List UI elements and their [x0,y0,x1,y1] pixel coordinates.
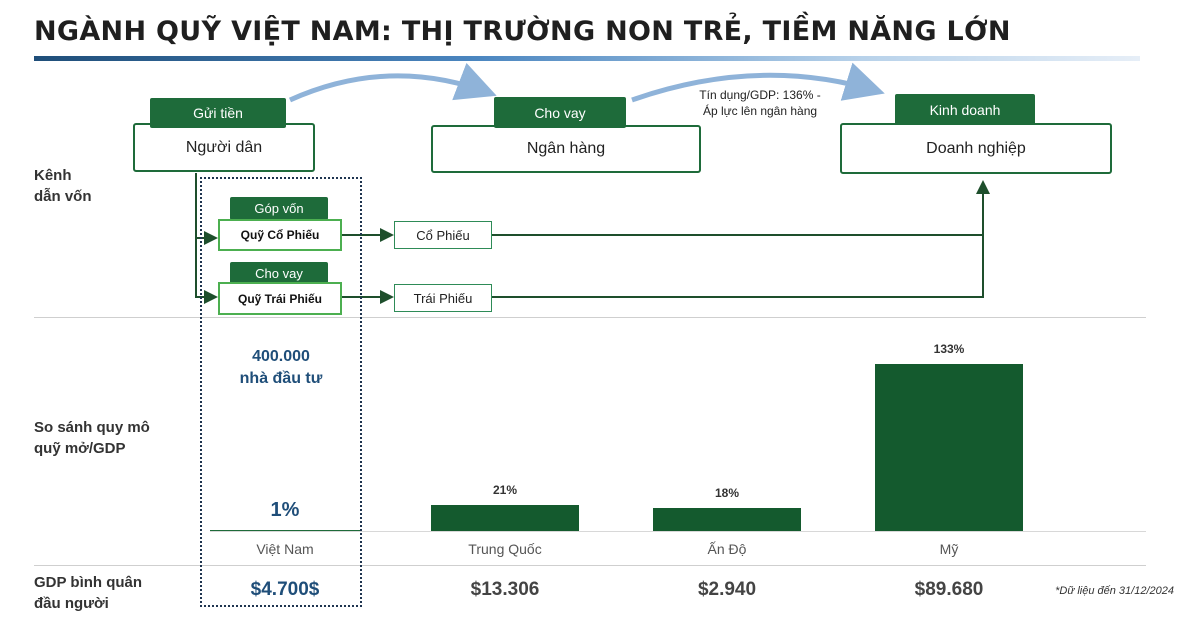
row-label-channels-line-1: Kênh [34,167,72,184]
credit-note-line-2: Áp lực lên ngân hàng [702,104,818,118]
credit-gdp-note: Tín dụng/GDP: 136% - Áp lực lên ngân hàn… [680,87,840,119]
bar-value-label-vietnam: 1% [270,499,300,521]
line-bonds-to-business [491,180,990,298]
arrow-people-to-bank [288,62,497,103]
business-box: Doanh nghiệp [840,123,1112,174]
country-label-china: Trung Quốc [468,541,542,557]
lending-tag: Cho vay [494,97,626,128]
country-label-usa: Mỹ [939,541,959,557]
row-label-comparison-line-1: So sánh quy mô [34,419,150,436]
row-label-comparison-line-2: quỹ mở/GDP [34,440,126,457]
row-label-gdp: GDP bình quân đầu người [34,572,142,614]
page-title: NGÀNH QUỸ VIỆT NAM: THỊ TRƯỜNG NON TRẺ, … [34,16,1011,47]
bank-label: Ngân hàng [526,140,606,157]
bond-lending-tag: Cho vay [230,262,328,285]
vietnam-highlight-frame [200,177,362,607]
credit-note-line-1: Tín dụng/GDP: 136% - [699,88,821,102]
business-tag: Kinh doanh [895,94,1035,125]
row-label-gdp-line-2: đầu người [34,595,109,612]
stocks-box: Cổ Phiếu [394,221,492,249]
gdp-value-india: $2.940 [697,579,757,600]
row-label-channels-line-2: dẫn vốn [34,188,92,205]
bar-india [653,508,801,531]
business-label: Doanh nghiệp [926,139,1026,157]
title-underline [34,56,1140,61]
bar-value-label-china: 21% [492,482,518,497]
line-people-to-bond-fund [195,238,218,304]
arrow-bank-to-business [631,62,885,103]
deposit-tag: Gửi tiền [150,98,286,128]
bar-china [431,504,579,531]
chart-baseline [210,531,1146,532]
data-footnote: *Dữ liệu đến 31/12/2024 [1055,585,1174,597]
row-label-comparison: So sánh quy mô quỹ mở/GDP [34,417,150,459]
gdp-value-vietnam: $4.700$ [250,579,320,600]
people-label: Người dân [185,138,263,156]
bonds-box: Trái Phiếu [394,284,492,312]
investors-count: 400.000 nhà đầu tư [205,346,357,390]
capital-contribution-tag: Góp vốn [230,197,328,220]
investors-line-2: nhà đầu tư [239,370,323,387]
bar-vietnam [210,529,360,531]
bar-value-label-usa: 133% [933,342,965,356]
bank-box: Ngân hàng [431,125,701,173]
section-divider-2 [34,565,1146,566]
investors-line-1: 400.000 [252,348,310,365]
gdp-value-usa: $89.680 [914,579,984,600]
row-label-gdp-line-1: GDP bình quân [34,574,143,591]
bar-value-label-india: 18% [714,486,740,501]
people-box: Người dân [133,123,315,172]
bond-fund-box: Quỹ Trái Phiếu [218,282,342,315]
equity-fund-box: Quỹ Cổ Phiếu [218,219,342,251]
gdp-value-china: $13.306 [470,579,540,600]
country-label-india: Ấn Độ [707,541,747,557]
section-divider-1 [34,317,1146,318]
country-label-vietnam: Việt Nam [256,541,314,557]
bar-usa [875,364,1023,531]
row-label-channels: Kênh dẫn vốn [34,165,92,207]
